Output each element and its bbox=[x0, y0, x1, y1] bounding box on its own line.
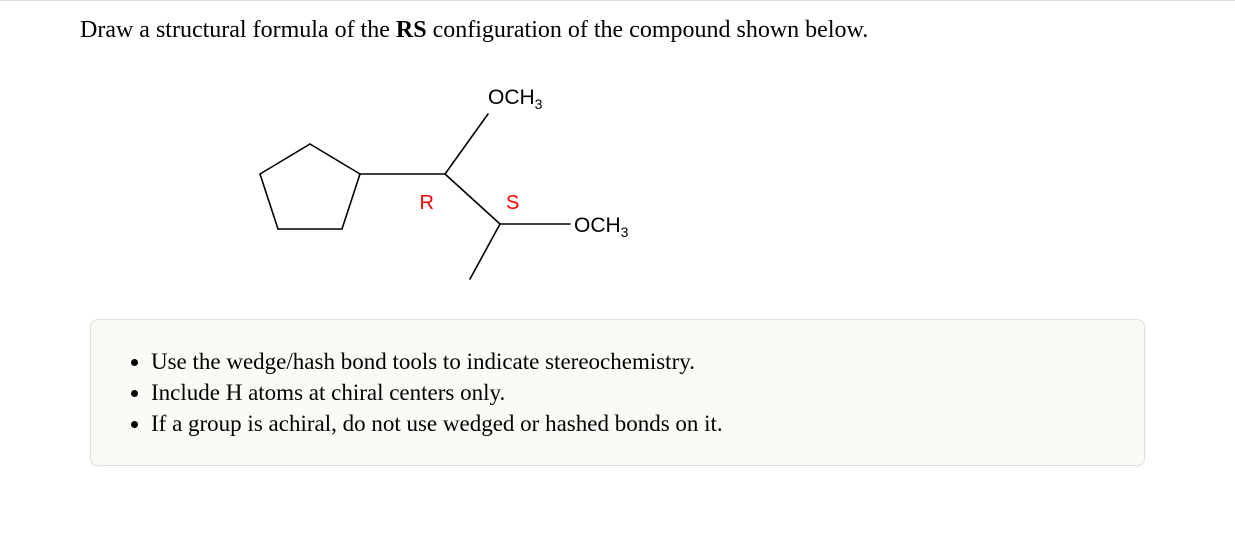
svg-text:OCH3: OCH3 bbox=[488, 86, 543, 112]
question-text: Draw a structural formula of the RS conf… bbox=[80, 17, 1155, 44]
structure-diagram: OCH3 R S OCH3 bbox=[200, 54, 680, 299]
question-bold: RS bbox=[396, 17, 427, 43]
question-prefix: Draw a structural formula of the bbox=[80, 17, 396, 43]
instructions-box: Use the wedge/hash bond tools to indicat… bbox=[90, 319, 1145, 466]
instruction-item: If a group is achiral, do not use wedged… bbox=[151, 408, 1106, 439]
structure-svg: OCH3 R S OCH3 bbox=[200, 54, 680, 294]
instruction-item: Use the wedge/hash bond tools to indicat… bbox=[151, 346, 1106, 377]
content-area: Draw a structural formula of the RS conf… bbox=[0, 1, 1235, 466]
question-suffix: configuration of the compound shown belo… bbox=[427, 17, 869, 43]
instructions-list: Use the wedge/hash bond tools to indicat… bbox=[129, 346, 1106, 439]
svg-text:S: S bbox=[506, 192, 519, 214]
svg-text:OCH3: OCH3 bbox=[574, 214, 629, 240]
instruction-item: Include H atoms at chiral centers only. bbox=[151, 377, 1106, 408]
svg-text:R: R bbox=[420, 192, 434, 214]
